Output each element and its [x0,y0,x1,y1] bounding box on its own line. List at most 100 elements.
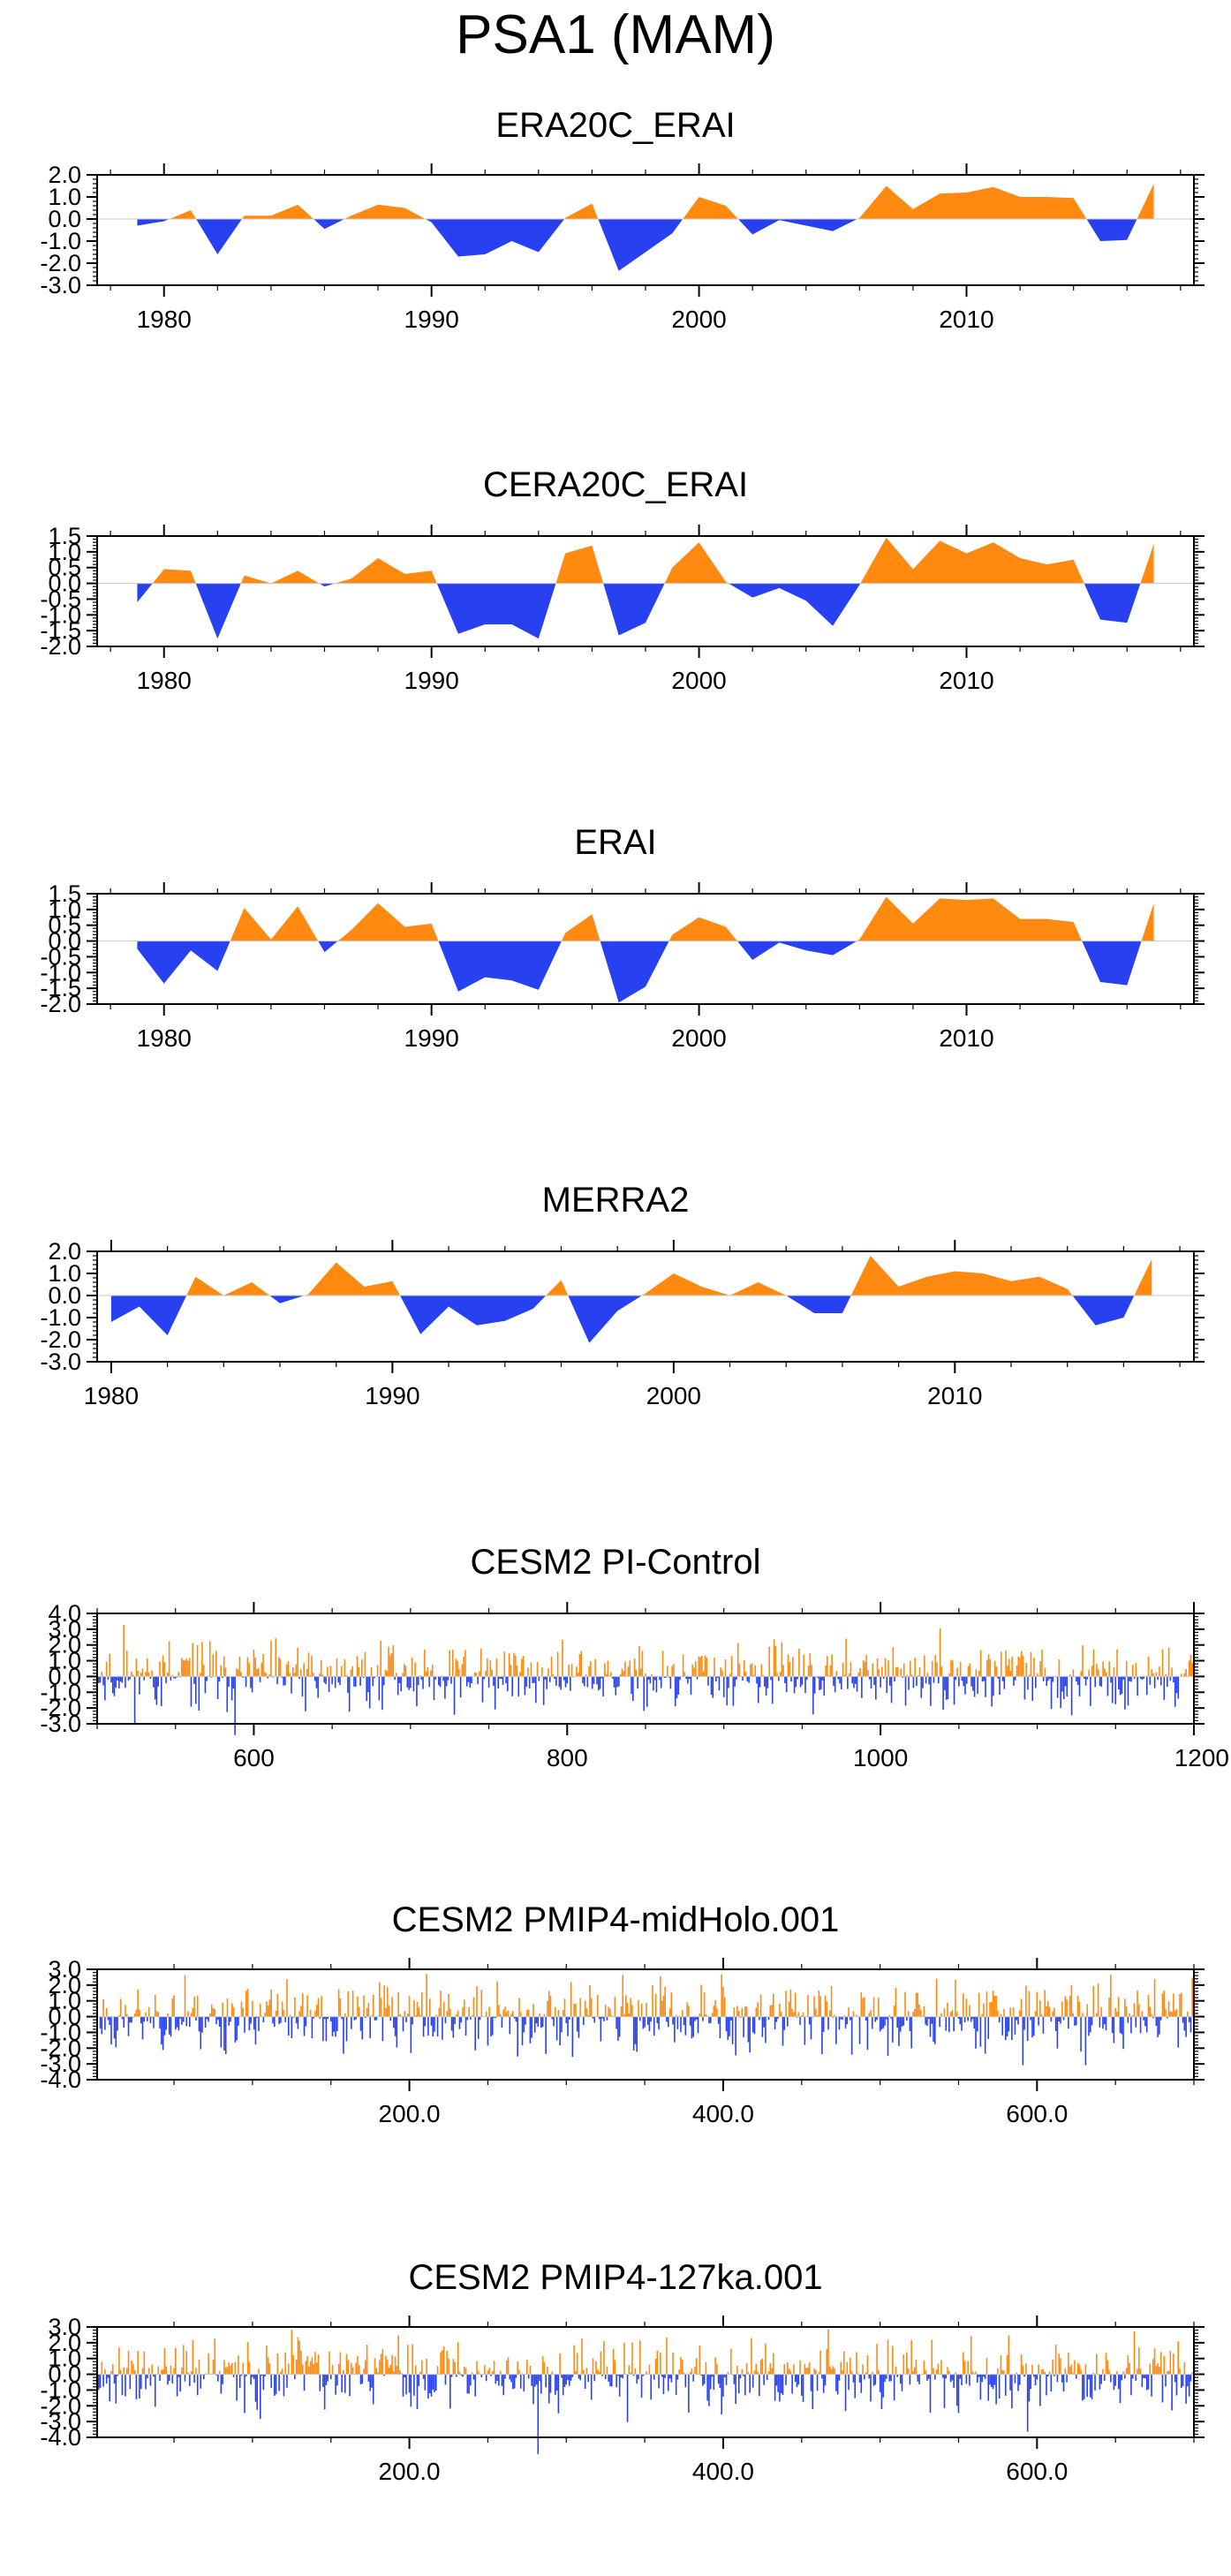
x-tick-label: 400.0 [692,2100,754,2127]
panel-title: ERA20C_ERAI [495,106,736,145]
y-tick-label: -2.0 [40,2035,81,2061]
x-axis: 1980 1990 2000 2010 [84,1240,1181,1409]
panel-merra2: MERRA2 -3.0 -2.0 -1.0 0.0 1.0 2.0 1980 1990 2000… [0,1179,1231,1515]
x-tick-label: 800 [547,1744,588,1771]
y-tick-label: 0.0 [48,570,81,597]
panel-era20c-erai: ERA20C_ERAI -3.0 -2.0 -1.0 0.0 1.0 2.0 1980 199… [0,104,1231,440]
chart-cesm2-midholo: -4.0-3.0-2.0-1.00.01.02.03.0 200.0 400.0 60… [40,1956,1205,2127]
y-tick-label: 1.5 [48,523,81,549]
positive-bars [101,2329,1194,2375]
y-tick-label: 0.0 [48,2361,81,2388]
y-tick-label: 3.0 [48,2314,81,2340]
panel-cesm2-midholo: CESM2 PMIP4-midHolo.001 -4.0 -3.0 -2.0 -1.0… [0,1899,1231,2234]
negative-bars [96,2374,1195,2454]
y-tick-label: 1.0 [48,539,81,565]
x-tick-label: 1200 [1174,1744,1229,1771]
x-tick-label: 1990 [404,667,459,694]
y-tick-label: 2.0 [48,1972,81,1998]
x-tick-label: 600 [233,1744,275,1771]
series [137,184,1154,271]
y-axis: -2.0-1.5-1.0-0.50.00.51.01.5 [40,880,1205,1017]
negative-area [137,583,1154,639]
y-tick-label: 2.0 [48,2330,81,2356]
x-tick-label: 1980 [137,1024,192,1052]
positive-bars [102,1974,1194,2017]
y-tick-label: 0.0 [48,1282,81,1309]
x-tick-label: 600.0 [1006,2100,1068,2127]
y-tick-label: -1.0 [40,1304,81,1331]
y-axis: -2.0-1.5-1.0-0.50.00.51.01.5 [40,523,1205,660]
y-tick-label: 3.0 [48,1956,81,1983]
y-tick-label: -1.0 [40,601,81,628]
x-tick-label: 200.0 [379,2100,441,2127]
x-tick-label: 1990 [404,1024,459,1052]
y-tick-label: -2.0 [40,250,81,276]
y-tick-label: -1.0 [40,1679,81,1705]
panel-title: CERA20C_ERAI [482,465,749,504]
panel-erai: ERAI -2.0 -1.5 -1.0 -0.5 0.0 0.5 1.0 1.5 1980 199… [0,821,1231,1157]
negative-bars [96,2016,1195,2066]
y-tick-label: -2.0 [40,991,81,1017]
y-axis: -4.0-3.0-2.0-1.00.01.02.03.0 [40,1956,1205,2093]
y-tick-label: -3.0 [40,2051,81,2077]
y-tick-label: 1.5 [48,880,81,907]
y-tick-label: -1.5 [40,975,81,1001]
x-tick-label: 2010 [939,1024,993,1052]
series [137,537,1154,639]
positive-area [137,537,1154,584]
negative-area [110,1296,1152,1343]
y-tick-label: -3.0 [40,272,81,298]
panel-cesm2-127ka: CESM2 PMIP4-127ka.001 -4.0 -3.0 -2.0 -1.0 0.… [0,2256,1231,2576]
x-tick-label: 2010 [939,667,993,694]
x-axis: 200.0 400.0 600.0 [173,2315,1195,2485]
positive-area [137,184,1154,219]
plot-frame [96,1250,1195,1363]
plot-frame [96,2326,1195,2438]
y-tick-label: 0.5 [48,555,81,581]
y-tick-label: 1.0 [48,1260,81,1287]
series [110,1256,1152,1343]
chart-cera20c-erai: -2.0-1.5-1.0-0.50.00.51.01.5 1980 1990 2000… [40,523,1205,694]
y-tick-label: -3.0 [40,1711,81,1737]
panel-cesm2-pi-control: CESM2 PI-Control -3.0 -2.0 -1.0 0.0 1.0 2.0 3.… [0,1541,1231,1877]
x-tick-label: 400.0 [692,2458,754,2485]
x-tick-label: 600.0 [1006,2458,1068,2485]
x-axis: 1980 1990 2000 2010 [110,163,1182,333]
x-tick-label: 2000 [671,306,726,333]
y-tick-label: 0.0 [48,206,81,232]
y-tick-label: -3.0 [40,2408,81,2435]
y-tick-label: 0.0 [48,1663,81,1689]
y-tick-label: -2.0 [40,1326,81,1353]
y-tick-label: -1.0 [40,2376,81,2403]
positive-area [137,896,1154,941]
y-axis: -4.0-3.0-2.0-1.00.01.02.03.0 [40,2314,1205,2451]
panel-title: CESM2 PMIP4-midHolo.001 [391,1900,840,1939]
x-tick-label: 2010 [939,306,993,333]
y-tick-label: -4.0 [40,2424,81,2451]
chart-era20c-erai: -3.0-2.0-1.00.01.02.0 1980 1990 2000 2010 [40,162,1205,333]
x-tick-label: 1980 [84,1382,139,1409]
y-tick-label: -2.0 [40,2392,81,2419]
series [96,1624,1195,1735]
y-tick-label: -1.0 [40,959,81,986]
negative-area [137,219,1154,271]
x-tick-label: 1980 [137,667,192,694]
y-tick-label: -1.0 [40,2019,81,2045]
x-tick-label: 1990 [365,1382,419,1409]
y-tick-label: 1.0 [48,896,81,923]
x-tick-label: 200.0 [379,2458,441,2485]
chart-merra2: -3.0-2.0-1.00.01.02.0 1980 1990 2000 2010 [40,1238,1205,1409]
y-tick-label: -4.0 [40,2066,81,2093]
x-tick-label: 1980 [137,306,192,333]
y-tick-label: 4.0 [48,1600,81,1627]
y-tick-label: 1.0 [48,1988,81,2014]
x-axis: 200.0 400.0 600.0 [173,1958,1195,2127]
x-tick-label: 2010 [927,1382,982,1409]
panel-title: ERAI [574,823,657,862]
y-tick-label: -0.5 [40,943,81,970]
y-tick-label: 0.0 [48,2004,81,2030]
page-title: PSA1 (MAM) [456,4,775,65]
panel-title: CESM2 PI-Control [470,1543,761,1582]
panel-title: MERRA2 [541,1181,690,1220]
y-tick-label: 3.0 [48,1616,81,1643]
